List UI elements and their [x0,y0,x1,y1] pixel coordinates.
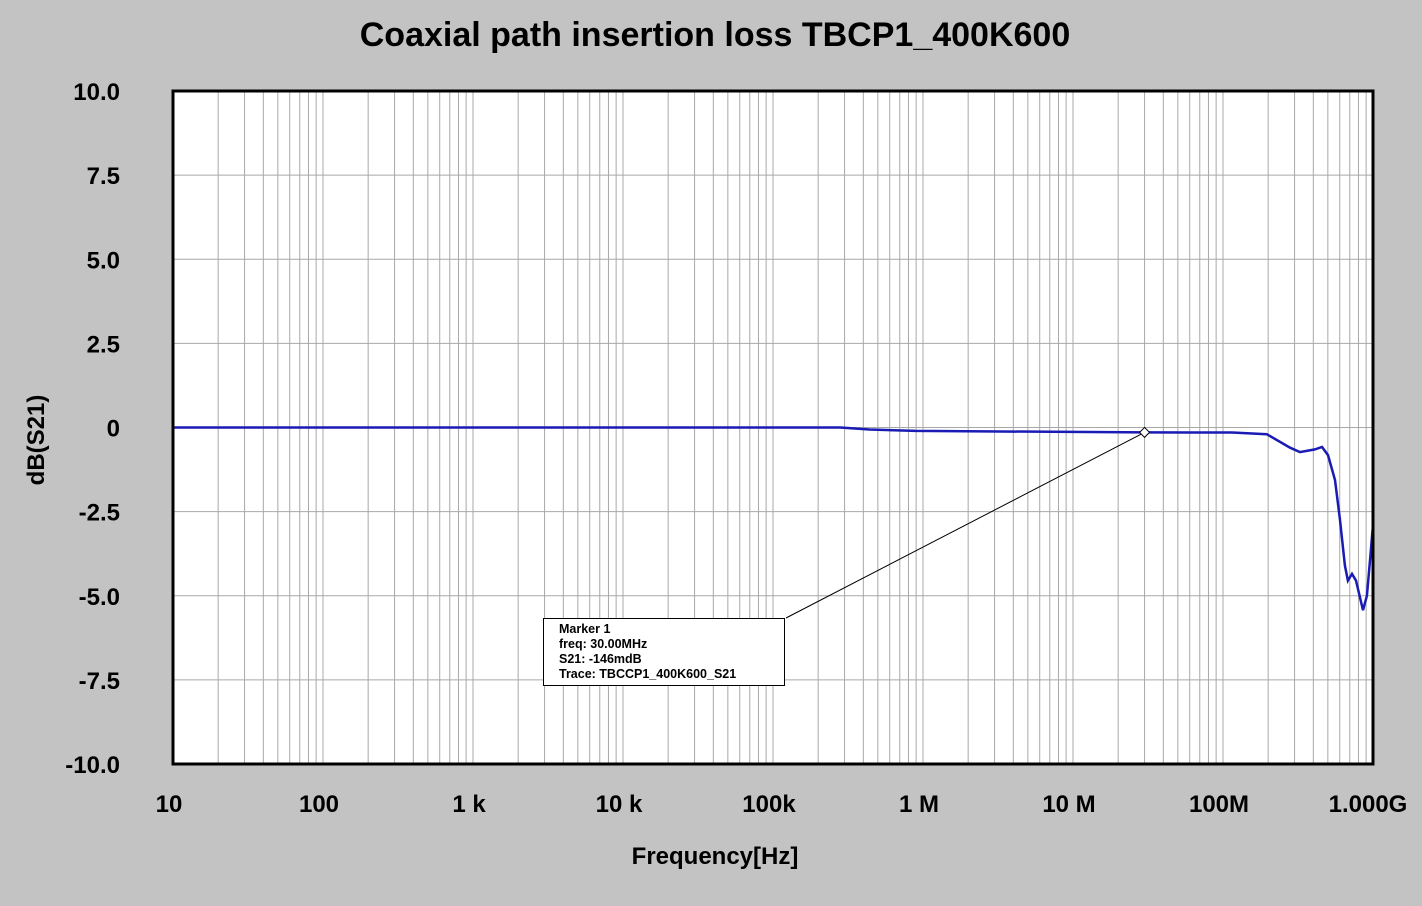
marker-title: Marker 1 [559,622,611,636]
y-tick-labels: 10.0 7.5 5.0 2.5 0 -2.5 -5.0 -7.5 -10.0 [65,79,120,779]
y-tick-label: 0 [107,416,120,443]
x-tick-label: 10 [156,791,183,818]
y-tick-label: -10.0 [65,752,120,779]
x-tick-labels: 10 100 1 k 10 k 100k 1 M 10 M 100M 1.000G [156,791,1408,818]
s21-trace [173,426,1375,611]
plot-border [171,89,1375,766]
marker-freq: freq: 30.00MHz [559,637,648,651]
y-tick-label: 7.5 [87,163,120,190]
chart-title: Coaxial path insertion loss TBCP1_400K60… [360,16,1070,54]
x-tick-label: 1 k [452,791,486,818]
y-tick-label: 10.0 [73,79,120,106]
marker-1-point[interactable] [1138,426,1151,439]
x-tick-label: 10 M [1042,791,1095,818]
y-tick-label: 2.5 [87,331,120,358]
marker-trace: Trace: TBCCP1_400K600_S21 [559,667,737,681]
x-tick-label: 10 k [596,791,643,818]
x-tick-label: 1.000G [1329,791,1408,818]
y-axis-label: dB(S21) [23,395,50,486]
x-tick-label: 100k [742,791,796,818]
marker-1-label: Marker 1 freq: 30.00MHz S21: -146mdB Tra… [543,618,785,686]
x-tick-label: 100M [1189,791,1249,818]
y-tick-label: -7.5 [79,668,120,695]
x-axis-label: Frequency[Hz] [632,843,799,870]
marker-leader-line [785,431,1145,619]
y-tick-label: -5.0 [79,584,120,611]
marker-value: S21: -146mdB [559,652,642,666]
x-tick-label: 1 M [899,791,939,818]
x-tick-label: 100 [299,791,339,818]
y-tick-label: -2.5 [79,500,120,527]
y-tick-label: 5.0 [87,247,120,274]
